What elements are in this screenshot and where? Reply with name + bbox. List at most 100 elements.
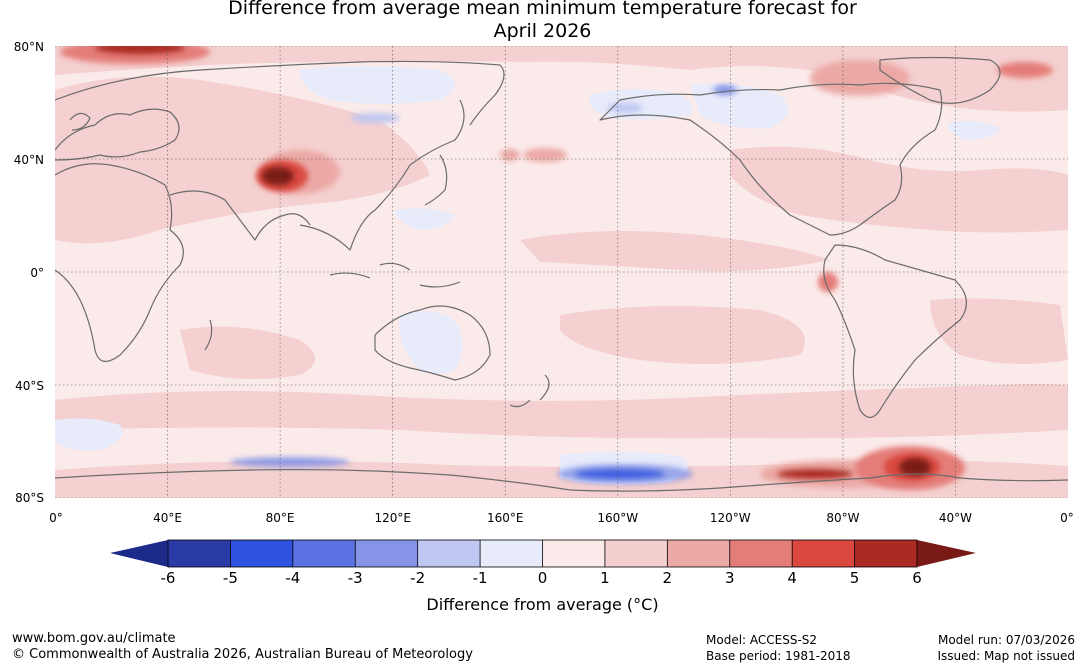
colorbar-tick-label: -6 [161,569,176,587]
colorbar-segment [792,540,855,567]
anomaly-cool-australia [399,311,463,374]
footer-model-run: Model run: 07/03/2026 [937,633,1075,647]
colorbar-tick-label: 5 [850,569,860,587]
coastline-madagascar [204,319,213,351]
latitude-labels: 80°N 40°N 0° 40°S 80°S [14,40,44,505]
colorbar-over-arrow [917,540,976,567]
colorbar-under-arrow [110,540,168,567]
anomaly-warm-greenland [810,60,910,96]
anomaly-warm-arctic-europe-core [95,46,185,54]
lat-label-40s: 40°S [15,379,44,393]
footer-url: www.bom.gov.au/climate [12,631,176,646]
lon-label-120e: 120°E [374,511,411,525]
anomaly-cool-north-atlantic [949,120,1000,140]
footer-issued: Issued: Map not issued [937,649,1075,663]
colorbar-tick-label: -1 [473,569,488,587]
anomaly-band-southern-ocean [55,384,1068,439]
colorbar-tick-label: -2 [410,569,425,587]
colorbar-segment [729,540,793,567]
graticule [55,46,1068,498]
colorbar-tick-label: 2 [663,569,673,587]
coastline-asia-north [55,60,505,126]
map-title: Difference from average mean minimum tem… [0,0,1085,43]
colorbar-segment [480,540,543,567]
coastline-asia-east [299,99,465,251]
coastline-new-zealand [509,374,550,408]
coastline-africa [55,163,184,362]
colorbar-tick-label: 3 [725,569,735,587]
footer-run-info: Model run: 07/03/2026 Issued: Map not is… [937,632,1075,664]
colorbar-segment [355,540,418,567]
coastline-antarctica [55,468,1068,492]
lon-label-80w: 80°W [826,511,859,525]
anomaly-warm-west-antarctic-core [777,469,853,479]
colorbar-segment [667,540,731,567]
footer-copyright: © Commonwealth of Australia 2026, Austra… [12,647,473,662]
colorbar-segment [854,540,918,567]
footer-model-info: Model: ACCESS-S2 Base period: 1981-2018 [706,632,851,664]
colorbar: -6 -5 -4 -3 -2 -1 0 1 2 3 4 5 6 [110,539,976,587]
anomaly-cool-siberia [300,66,455,104]
colorbar-segment [292,540,356,567]
colorbar-tick-label: -4 [285,569,300,587]
anomaly-warm-peru [818,272,838,292]
lon-label-160e: 160°E [487,511,524,525]
footer-model: Model: ACCESS-S2 [706,633,818,647]
coastline-uk [69,112,91,131]
lon-label-40e: 40°E [153,511,182,525]
anomaly-cool-ross-sea-inner [575,469,665,479]
anomaly-cool-western-pacific [395,208,455,230]
coastline-indonesia [329,262,461,288]
colorbar-tick-label: 0 [538,569,548,587]
coastline-arabia-india [169,190,311,241]
lat-label-80s: 80°S [15,491,44,505]
anomaly-cool-canada [690,83,788,129]
colorbar-segment [230,540,294,567]
anomaly-band-south-atlantic [930,298,1068,364]
coastline-greenland [879,56,1001,104]
colorbar-outline [167,539,918,568]
lon-label-0-right: 0° [1060,511,1074,525]
anomaly-band-north-america [730,146,1068,233]
coastline-australia [374,305,491,381]
colorbar-tick-label: 4 [787,569,797,587]
lon-label-40w: 40°W [939,511,972,525]
anomaly-cool-siberia-core [350,113,400,123]
anomaly-cool-canada-core [713,85,737,95]
anomaly-warm-weddell-core [899,458,931,476]
anomaly-cool-alaska-core [607,103,643,113]
anomaly-warm-north-atlantic-east [997,62,1053,78]
colorbar-tick-label: -5 [223,569,238,587]
colorbar-tick-label: 6 [912,569,922,587]
anomaly-band-arctic [55,46,1068,98]
lon-label-0-left: 0° [49,511,63,525]
lon-label-160w: 160°W [597,511,638,525]
colorbar-label: Difference from average (°C) [426,595,659,614]
title-line-1: Difference from average mean minimum tem… [228,0,857,19]
lon-label-80e: 80°E [266,511,295,525]
anomaly-band-tropical-pacific [520,231,830,272]
anomaly-band-south-pacific [560,306,805,364]
anomaly-cool-southern-indian [55,418,123,451]
colorbar-segment [168,540,231,567]
lon-label-120w: 120°W [710,511,751,525]
coastline-europe [55,108,180,161]
lat-label-80n: 80°N [14,40,44,54]
coastline-north-america [599,82,943,236]
title-line-2: April 2026 [493,20,592,42]
colorbar-tick-label: 1 [600,569,610,587]
anomaly-band-indian-ocean [180,326,315,379]
lat-label-0: 0° [30,266,44,280]
anomaly-cool-antarctic-indian [230,457,350,467]
longitude-labels: 0° 40°E 80°E 120°E 160°E 160°W 120°W 80°… [49,511,1074,525]
anomaly-layer [55,46,1068,498]
anomaly-band-eurasia [55,76,430,244]
colorbar-segment [604,540,668,567]
colorbar-segment [417,540,481,567]
footer-left: www.bom.gov.au/climate © Commonwealth of… [12,631,473,663]
anomaly-warm-north-pacific [523,148,567,162]
lat-label-40n: 40°N [14,153,44,167]
coastline-japan [424,154,448,206]
colorbar-tick-label: -3 [348,569,363,587]
